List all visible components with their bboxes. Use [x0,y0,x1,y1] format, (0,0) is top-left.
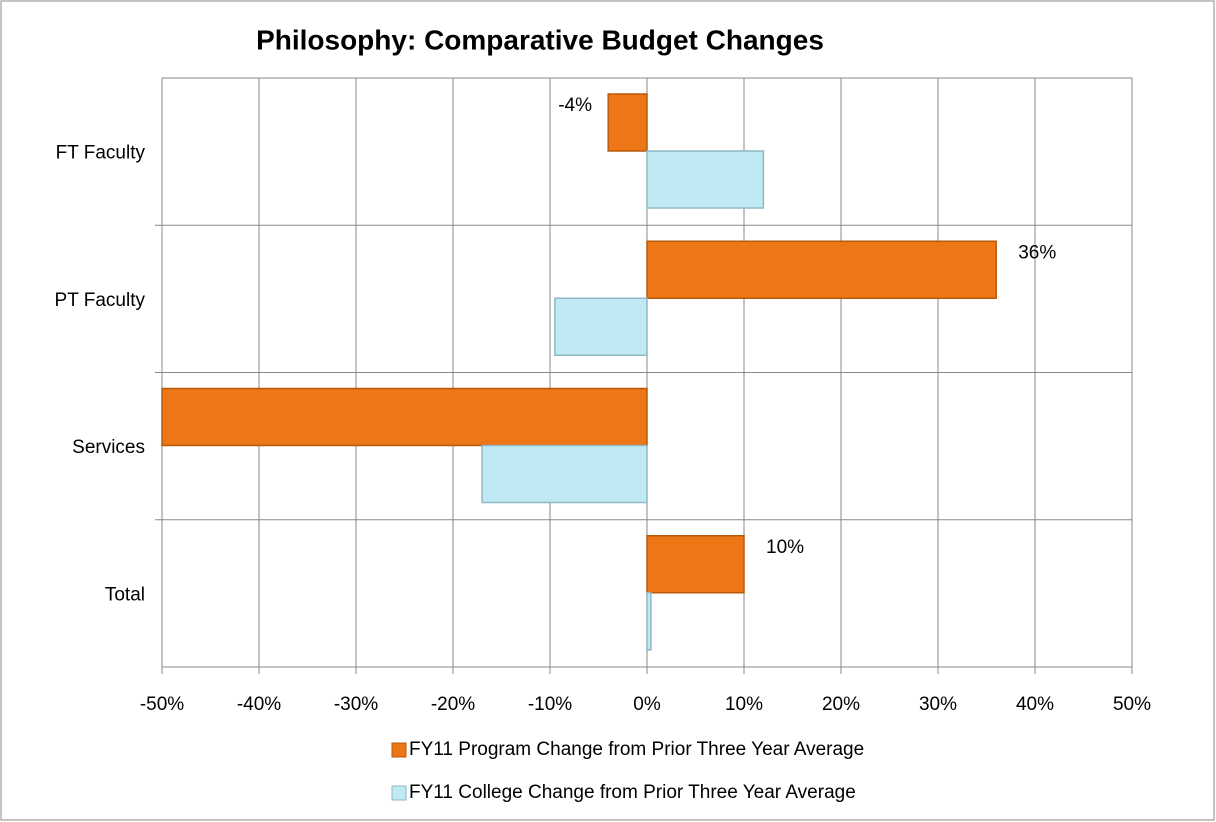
y-tick-label: PT Faculty [55,290,146,311]
x-tick-label: -20% [431,694,475,715]
bar [161,387,648,447]
bar [481,444,648,504]
x-tick-label: 0% [633,694,661,715]
legend-swatch [391,742,407,758]
data-label: -4% [558,95,592,116]
legend-label: FY11 College Change from Prior Three Yea… [409,782,856,803]
legend-label: FY11 Program Change from Prior Three Yea… [409,739,864,760]
chart-title: Philosophy: Comparative Budget Changes [256,24,824,55]
y-tick-label: FT Faculty [56,143,146,164]
data-label: 10% [766,537,804,558]
legend-swatch [391,785,407,801]
x-tick-label: -50% [140,694,184,715]
bar [646,150,765,209]
x-tick-label: -40% [237,694,281,715]
x-tick-label: 40% [1016,694,1054,715]
y-tick-label: Total [105,584,145,605]
bar [607,93,648,152]
bar [554,297,648,356]
x-tick-label: -10% [528,694,572,715]
x-tick-label: -30% [334,694,378,715]
x-tick-label: 20% [822,694,860,715]
x-tick-label: 10% [725,694,763,715]
bar [646,535,745,594]
x-tick-label: 30% [919,694,957,715]
plot-border [161,77,1133,668]
bar [646,240,997,299]
x-tick-label: 50% [1113,694,1151,715]
bar [646,592,652,651]
y-tick-label: Services [72,437,145,458]
data-label: 36% [1018,242,1056,263]
